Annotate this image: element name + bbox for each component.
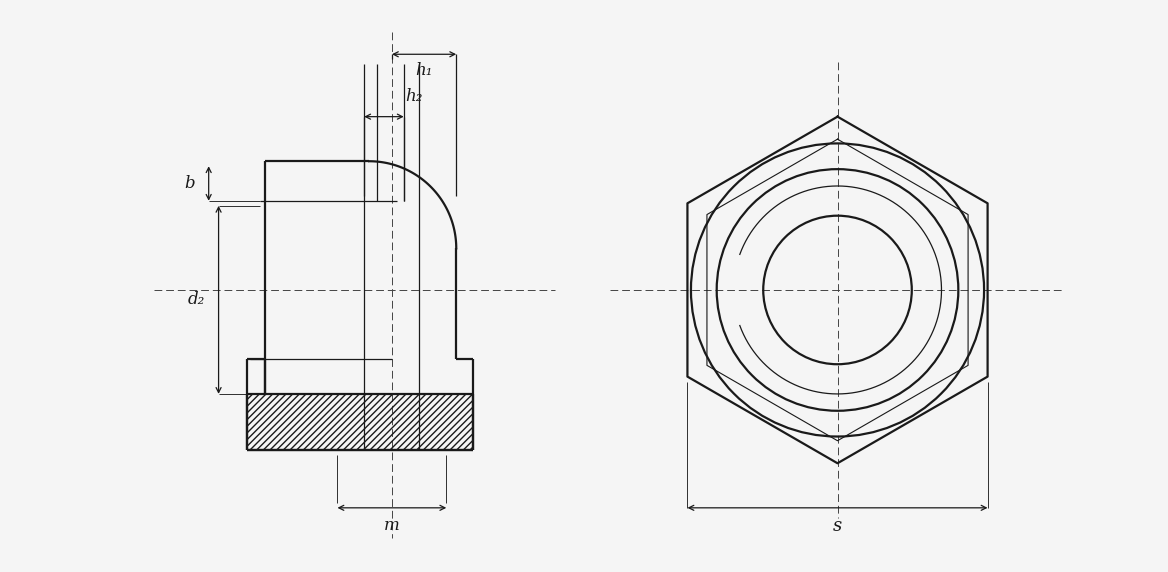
Text: m: m [384, 517, 399, 534]
Text: h₁: h₁ [416, 62, 433, 78]
Text: s: s [833, 517, 842, 535]
Bar [248, 395, 473, 450]
Text: b: b [185, 175, 195, 192]
Text: h₂: h₂ [405, 88, 423, 105]
Text: d₂: d₂ [188, 291, 204, 308]
